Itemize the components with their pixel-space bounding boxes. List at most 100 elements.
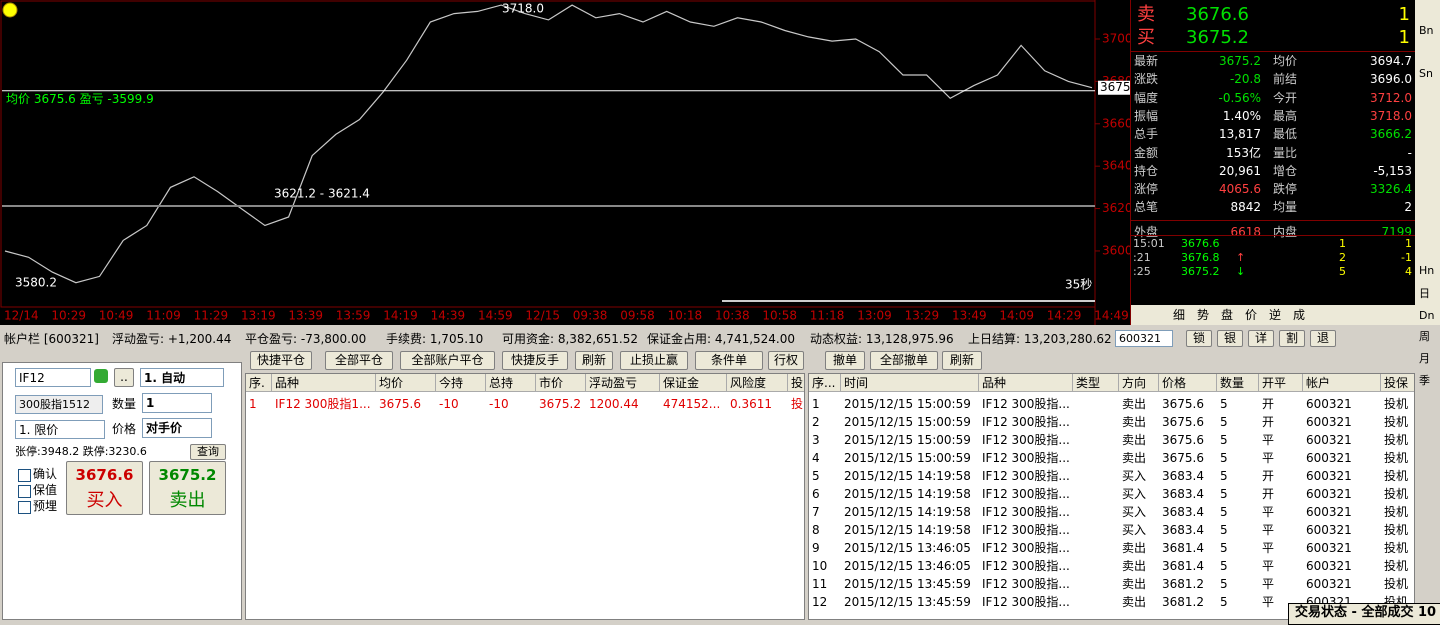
positions-table: 序. 品种 均价 今持 总持 市价 浮动盈亏 保证金 风险度投 1 IF12 300股指1... 36…	[245, 373, 805, 620]
quote-label: 增仓	[1273, 163, 1298, 178]
tab[interactable]: 细	[1173, 308, 1186, 322]
side-button[interactable]: Dn	[1419, 309, 1435, 322]
tab[interactable]: 盘	[1221, 308, 1234, 322]
more-button[interactable]: ..	[114, 368, 134, 387]
column-header: 均价	[376, 374, 436, 392]
x-tick-label: 10:49	[99, 309, 134, 323]
action-button[interactable]: 快捷平仓	[250, 351, 312, 370]
x-tick-label: 13:09	[857, 309, 892, 323]
action-button[interactable]: 止损止赢	[620, 351, 688, 370]
ask-label: 卖	[1137, 4, 1155, 25]
action-button[interactable]: 全部撤单	[870, 351, 938, 370]
tab[interactable]: 逆	[1269, 308, 1282, 322]
table-cell: 投机	[1384, 415, 1409, 429]
last-tag-bg	[1098, 80, 1130, 95]
mode-select[interactable]: 1. 自动	[140, 368, 224, 387]
x-tick-label: 14:19	[383, 309, 418, 323]
side-button[interactable]: 月	[1419, 352, 1430, 365]
action-button[interactable]: 刷新	[575, 351, 613, 370]
table-cell: 3683.4	[1162, 487, 1204, 501]
check-label: 保值	[33, 483, 58, 497]
account-item: 上日结算: 13,203,280.62	[968, 332, 1112, 346]
price-label: 价格	[112, 422, 137, 436]
account-title: 帐户栏 [600321]	[4, 332, 99, 346]
account-item: 手续费: 1,705.10	[386, 332, 484, 346]
price-line	[4, 4, 1093, 284]
timer: 35秒	[1065, 278, 1092, 292]
order-panel: IF12.. 1. 自动 300股指1512 数量 1 1. 限价 价格 对手价 张停:3948…	[2, 362, 242, 620]
quote-label: 今开	[1273, 90, 1298, 105]
side-button[interactable]: Hn	[1419, 264, 1435, 277]
account-select[interactable]: 600321	[1115, 330, 1173, 347]
action-button[interactable]: 全部账户平仓	[400, 351, 495, 370]
check-label: 确认	[33, 467, 58, 481]
action-button[interactable]: 刷新	[942, 351, 982, 370]
action-button[interactable]: 撤单	[825, 351, 865, 370]
tab[interactable]: 势	[1197, 308, 1210, 322]
action-button[interactable]: 条件单	[695, 351, 763, 370]
action-button[interactable]: 行权	[768, 351, 804, 370]
action-button[interactable]: 快捷反手	[502, 351, 568, 370]
tab[interactable]: 价	[1245, 308, 1258, 322]
quote-value: 3718.0	[1370, 108, 1412, 123]
table-cell: 平	[1262, 541, 1275, 555]
x-tick-label: 13:39	[288, 309, 323, 323]
checkbox[interactable]	[18, 469, 31, 482]
quote-label: 涨跌	[1134, 72, 1159, 87]
table-cell: 1	[812, 397, 820, 411]
bid-volume: 1	[1398, 27, 1410, 48]
quote-value: 3694.7	[1370, 54, 1412, 68]
bar-button[interactable]: 详	[1248, 330, 1274, 347]
bar-button[interactable]: 退	[1310, 330, 1336, 347]
table-cell: 600321	[1306, 577, 1352, 591]
bar-button[interactable]: 割	[1279, 330, 1305, 347]
side-button[interactable]: 季	[1419, 374, 1430, 387]
bar-button[interactable]: 锁	[1186, 330, 1212, 347]
quote-label: 内盘	[1273, 224, 1298, 239]
checkbox[interactable]	[18, 501, 31, 514]
table-cell: 5	[1220, 505, 1228, 519]
table-cell: 2015/12/15 14:19:58	[844, 469, 971, 483]
side-button[interactable]: Sn	[1419, 67, 1433, 80]
checkbox[interactable]	[18, 485, 31, 498]
column-header: 风险度	[727, 374, 788, 392]
table-cell	[1073, 431, 1119, 449]
table-cell	[1073, 395, 1119, 413]
table-cell: 开	[1262, 397, 1275, 411]
x-tick-label: 11:09	[146, 309, 181, 323]
side-button[interactable]: 日	[1419, 287, 1430, 300]
status-popup: 交易状态 - 全部成交 10	[1288, 603, 1440, 625]
buy-button[interactable]: 3676.6 买入	[66, 461, 143, 515]
side-button[interactable]: 周	[1419, 330, 1430, 343]
tab[interactable]: 成	[1293, 308, 1306, 322]
table-cell: 投机	[1384, 487, 1409, 501]
code-input[interactable]: IF12	[15, 368, 91, 387]
side-button[interactable]: Bn	[1419, 24, 1434, 37]
table-cell: 2015/12/15 13:46:05	[844, 559, 971, 573]
table-cell: 平	[1262, 559, 1275, 573]
quote-label: 最低	[1273, 127, 1298, 142]
table-cell: 9	[812, 541, 820, 555]
account-item: 保证金占用: 4,741,524.00	[647, 332, 796, 346]
column-header: 类型	[1073, 374, 1119, 392]
quote-label: 跌停	[1273, 182, 1298, 197]
table-cell: 8	[812, 523, 820, 537]
query-button[interactable]: 查询	[190, 444, 226, 460]
price-input[interactable]: 对手价	[142, 418, 212, 438]
table-cell: 5	[1220, 397, 1228, 411]
chart-bg	[0, 0, 1130, 325]
price-type[interactable]: 1. 限价	[15, 420, 105, 439]
table-cell: 4	[812, 451, 820, 465]
qty-input[interactable]: 1	[142, 393, 212, 413]
quote-label: 均价	[1273, 54, 1298, 68]
y-tick-label: 3640	[1102, 159, 1130, 173]
table-cell: 平	[1262, 451, 1275, 465]
sell-button[interactable]: 3675.2 卖出	[149, 461, 226, 515]
tick-cell: 3676.6	[1181, 237, 1220, 250]
action-button[interactable]: 全部平仓	[325, 351, 393, 370]
bar-button[interactable]: 银	[1217, 330, 1243, 347]
table-cell: 600321	[1306, 415, 1352, 429]
table-cell: 0.3611	[730, 397, 772, 411]
table-cell: 2015/12/15 15:00:59	[844, 415, 971, 429]
table-cell	[1073, 467, 1119, 485]
